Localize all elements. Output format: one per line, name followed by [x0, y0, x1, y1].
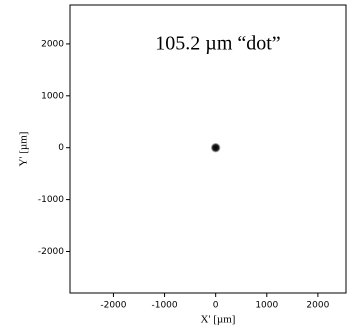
chart-title: 105.2 µm “dot”	[155, 33, 280, 55]
x-tick-label: -2000	[100, 301, 126, 311]
y-tick-label: -1000	[38, 195, 64, 205]
y-tick-label: -2000	[38, 247, 64, 257]
x-tick-label: 2000	[306, 301, 329, 311]
y-tick-label: 0	[58, 143, 64, 153]
y-axis-label: Y' [µm]	[18, 132, 30, 167]
dot	[211, 143, 221, 153]
x-tick-label: -1000	[151, 301, 177, 311]
x-tick-label: 1000	[255, 301, 278, 311]
y-tick-label: 1000	[41, 91, 64, 101]
y-tick-label: 2000	[41, 39, 64, 49]
x-axis-label: X' [µm]	[201, 314, 236, 326]
x-tick-label: 0	[213, 301, 219, 311]
chart: 105.2 µm “dot” X' [µm] Y' [µm] -2000 -100…	[0, 0, 347, 329]
